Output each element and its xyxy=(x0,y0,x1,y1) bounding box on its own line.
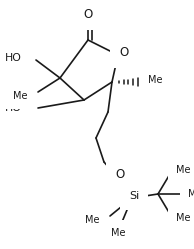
Text: HO: HO xyxy=(5,103,22,113)
Text: Me: Me xyxy=(86,215,100,225)
Text: Me: Me xyxy=(14,91,28,101)
Text: Si: Si xyxy=(129,191,139,201)
Text: Me: Me xyxy=(176,213,191,223)
Text: O: O xyxy=(115,168,125,181)
Text: HO: HO xyxy=(5,53,22,63)
Text: O: O xyxy=(119,46,129,59)
Text: Me: Me xyxy=(111,228,125,238)
Text: Me: Me xyxy=(188,189,194,199)
Text: Me: Me xyxy=(176,165,191,175)
Text: Me: Me xyxy=(148,75,163,85)
Text: O: O xyxy=(83,7,93,20)
